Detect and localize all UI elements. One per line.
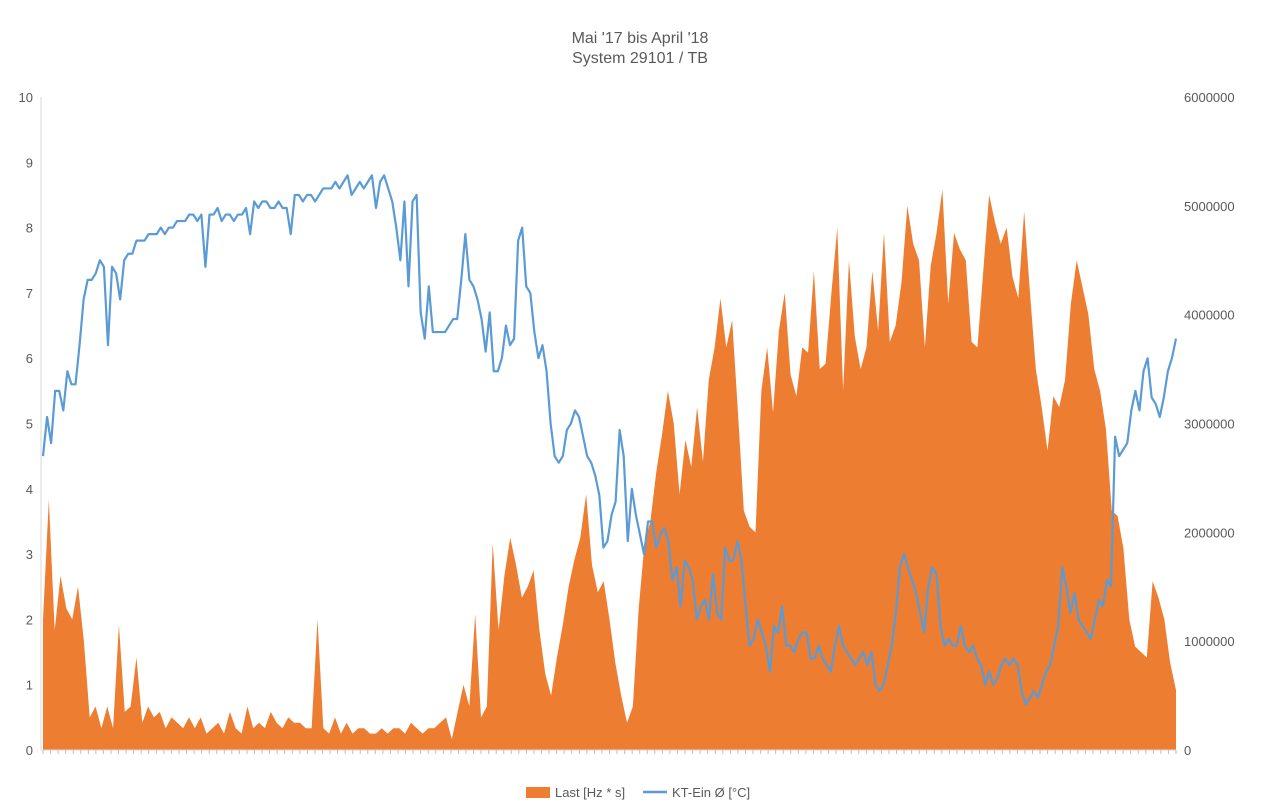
- left-tick-label: 7: [26, 286, 33, 301]
- left-tick-label: 4: [26, 482, 33, 497]
- chart-title: Mai '17 bis April '18: [572, 30, 709, 47]
- left-tick-label: 2: [26, 612, 33, 627]
- left-tick-label: 9: [26, 155, 33, 170]
- left-tick-label: 5: [26, 417, 33, 432]
- right-tick-label: 0: [1184, 743, 1191, 758]
- left-tick-label: 3: [26, 547, 33, 562]
- left-tick-label: 1: [26, 678, 33, 693]
- line-series-kt-ein: [41, 174, 1178, 706]
- right-tick-label: 6000000: [1184, 90, 1235, 105]
- left-tick-label: 6: [26, 351, 33, 366]
- right-tick-label: 2000000: [1184, 525, 1235, 540]
- legend-label-last: Last [Hz * s]: [555, 785, 625, 800]
- right-tick-label: 4000000: [1184, 308, 1235, 323]
- chart-subtitle: System 29101 / TB: [572, 50, 708, 67]
- right-tick-label: 3000000: [1184, 417, 1235, 432]
- x-axis-ticks: [42, 750, 1177, 754]
- left-axis-ticks: 0 1 2 3 4 5 6 7 8 9 10: [19, 90, 33, 758]
- left-tick-label: 0: [26, 743, 33, 758]
- right-axis-ticks: 0 1000000 2000000 3000000 4000000 5000000 6000…: [1184, 90, 1235, 758]
- line-series-group: [41, 174, 1178, 706]
- legend-label-kt-ein: KT-Ein Ø [°C]: [672, 785, 750, 800]
- left-tick-label: 10: [19, 90, 33, 105]
- right-tick-label: 1000000: [1184, 634, 1235, 649]
- right-tick-label: 5000000: [1184, 199, 1235, 214]
- area-series-group: [43, 189, 1176, 750]
- area-series-last: [43, 189, 1176, 750]
- legend: Last [Hz * s] KT-Ein Ø [°C]: [526, 785, 750, 800]
- left-tick-label: 8: [26, 221, 33, 236]
- legend-swatch-last: [526, 787, 550, 798]
